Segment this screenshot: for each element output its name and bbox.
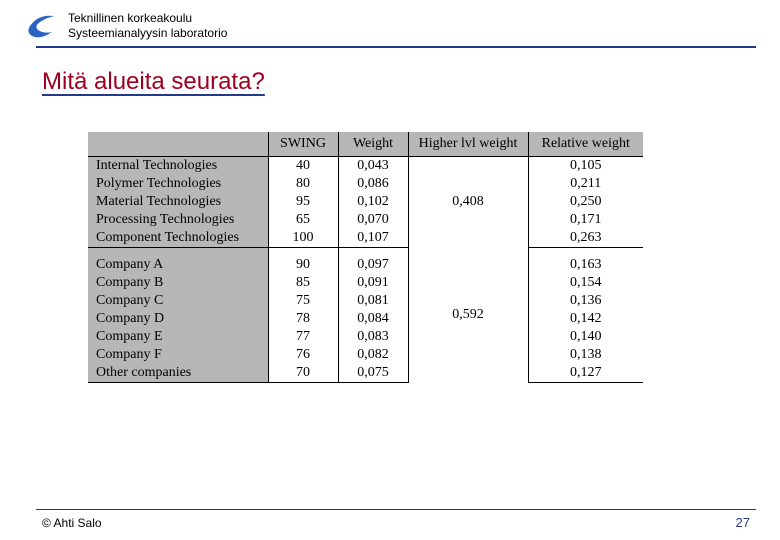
row-label: Material Technologies	[88, 193, 268, 211]
cell: 0,105	[528, 157, 643, 176]
footer-page: 27	[736, 515, 750, 530]
cell: 0,142	[528, 310, 643, 328]
table-header-row: SWING Weight Higher lvl weight Relative …	[88, 132, 643, 157]
col-weight: Weight	[338, 132, 408, 157]
row-label: Company E	[88, 328, 268, 346]
row-label: Company A	[88, 256, 268, 274]
higher-cell: 0,592	[408, 248, 528, 383]
cell: 95	[268, 193, 338, 211]
row-label: Company D	[88, 310, 268, 328]
cell: 0,086	[338, 175, 408, 193]
header-rule	[36, 46, 756, 48]
col-higher: Higher lvl weight	[408, 132, 528, 157]
row-label: Company F	[88, 346, 268, 364]
cell: 0,043	[338, 157, 408, 176]
slide: Teknillinen korkeakoulu Systeemianalyysi…	[0, 0, 780, 540]
row-label: Other companies	[88, 364, 268, 383]
cell: 0,081	[338, 292, 408, 310]
table-row: Material Technologies 95 0,102 0,250	[88, 193, 643, 211]
table-row: Internal Technologies 40 0,043 0,408 0,1…	[88, 157, 643, 176]
cell: 90	[268, 256, 338, 274]
table-row: Company B 85 0,091 0,154	[88, 274, 643, 292]
table-row: Processing Technologies 65 0,070 0,171	[88, 211, 643, 229]
table-row: Company C 75 0,081 0,136	[88, 292, 643, 310]
cell: 0,107	[338, 229, 408, 248]
footer-rule	[36, 509, 756, 510]
cell: 0,154	[528, 274, 643, 292]
cell: 77	[268, 328, 338, 346]
cell: 0,083	[338, 328, 408, 346]
cell: 0,136	[528, 292, 643, 310]
org-text: Teknillinen korkeakoulu Systeemianalyysi…	[68, 11, 227, 41]
cell: 0,127	[528, 364, 643, 383]
cell: 0,097	[338, 256, 408, 274]
table-row: Company D 78 0,084 0,142	[88, 310, 643, 328]
cell: 78	[268, 310, 338, 328]
cell: 0,091	[338, 274, 408, 292]
cell: 85	[268, 274, 338, 292]
table-row: Component Technologies 100 0,107 0,263	[88, 229, 643, 248]
row-label: Processing Technologies	[88, 211, 268, 229]
table-row: Company F 76 0,082 0,138	[88, 346, 643, 364]
cell: 75	[268, 292, 338, 310]
data-table: SWING Weight Higher lvl weight Relative …	[88, 132, 643, 383]
header: Teknillinen korkeakoulu Systeemianalyysi…	[0, 0, 780, 44]
org-line1: Teknillinen korkeakoulu	[68, 11, 227, 26]
cell: 0,171	[528, 211, 643, 229]
higher-cell: 0,408	[408, 157, 528, 248]
row-label: Company B	[88, 274, 268, 292]
data-table-wrap: SWING Weight Higher lvl weight Relative …	[88, 132, 780, 383]
table-row: Other companies 70 0,075 0,127	[88, 364, 643, 383]
cell: 100	[268, 229, 338, 248]
page-title: Mitä alueita seurata?	[42, 68, 780, 96]
cell: 0,211	[528, 175, 643, 193]
col-relative: Relative weight	[528, 132, 643, 157]
table-row: Company A 90 0,097 0,163	[88, 256, 643, 274]
footer-copyright: © Ahti Salo	[42, 516, 102, 530]
row-label: Company C	[88, 292, 268, 310]
cell: 70	[268, 364, 338, 383]
cell: 76	[268, 346, 338, 364]
row-label: Internal Technologies	[88, 157, 268, 176]
cell: 0,138	[528, 346, 643, 364]
cell: 0,140	[528, 328, 643, 346]
col-label	[88, 132, 268, 157]
cell: 65	[268, 211, 338, 229]
cell: 0,263	[528, 229, 643, 248]
cell: 40	[268, 157, 338, 176]
cell: 0,102	[338, 193, 408, 211]
cell: 0,070	[338, 211, 408, 229]
cell: 80	[268, 175, 338, 193]
table-spacer: 0,592	[88, 248, 643, 256]
row-label: Polymer Technologies	[88, 175, 268, 193]
cell: 0,163	[528, 256, 643, 274]
row-label: Component Technologies	[88, 229, 268, 248]
cell: 0,084	[338, 310, 408, 328]
cell: 0,075	[338, 364, 408, 383]
table-row: Company E 77 0,083 0,140	[88, 328, 643, 346]
cell: 0,082	[338, 346, 408, 364]
org-line2: Systeemianalyysin laboratorio	[68, 26, 227, 41]
col-swing: SWING	[268, 132, 338, 157]
cell: 0,250	[528, 193, 643, 211]
logo-icon	[24, 12, 60, 40]
table-row: Polymer Technologies 80 0,086 0,211	[88, 175, 643, 193]
